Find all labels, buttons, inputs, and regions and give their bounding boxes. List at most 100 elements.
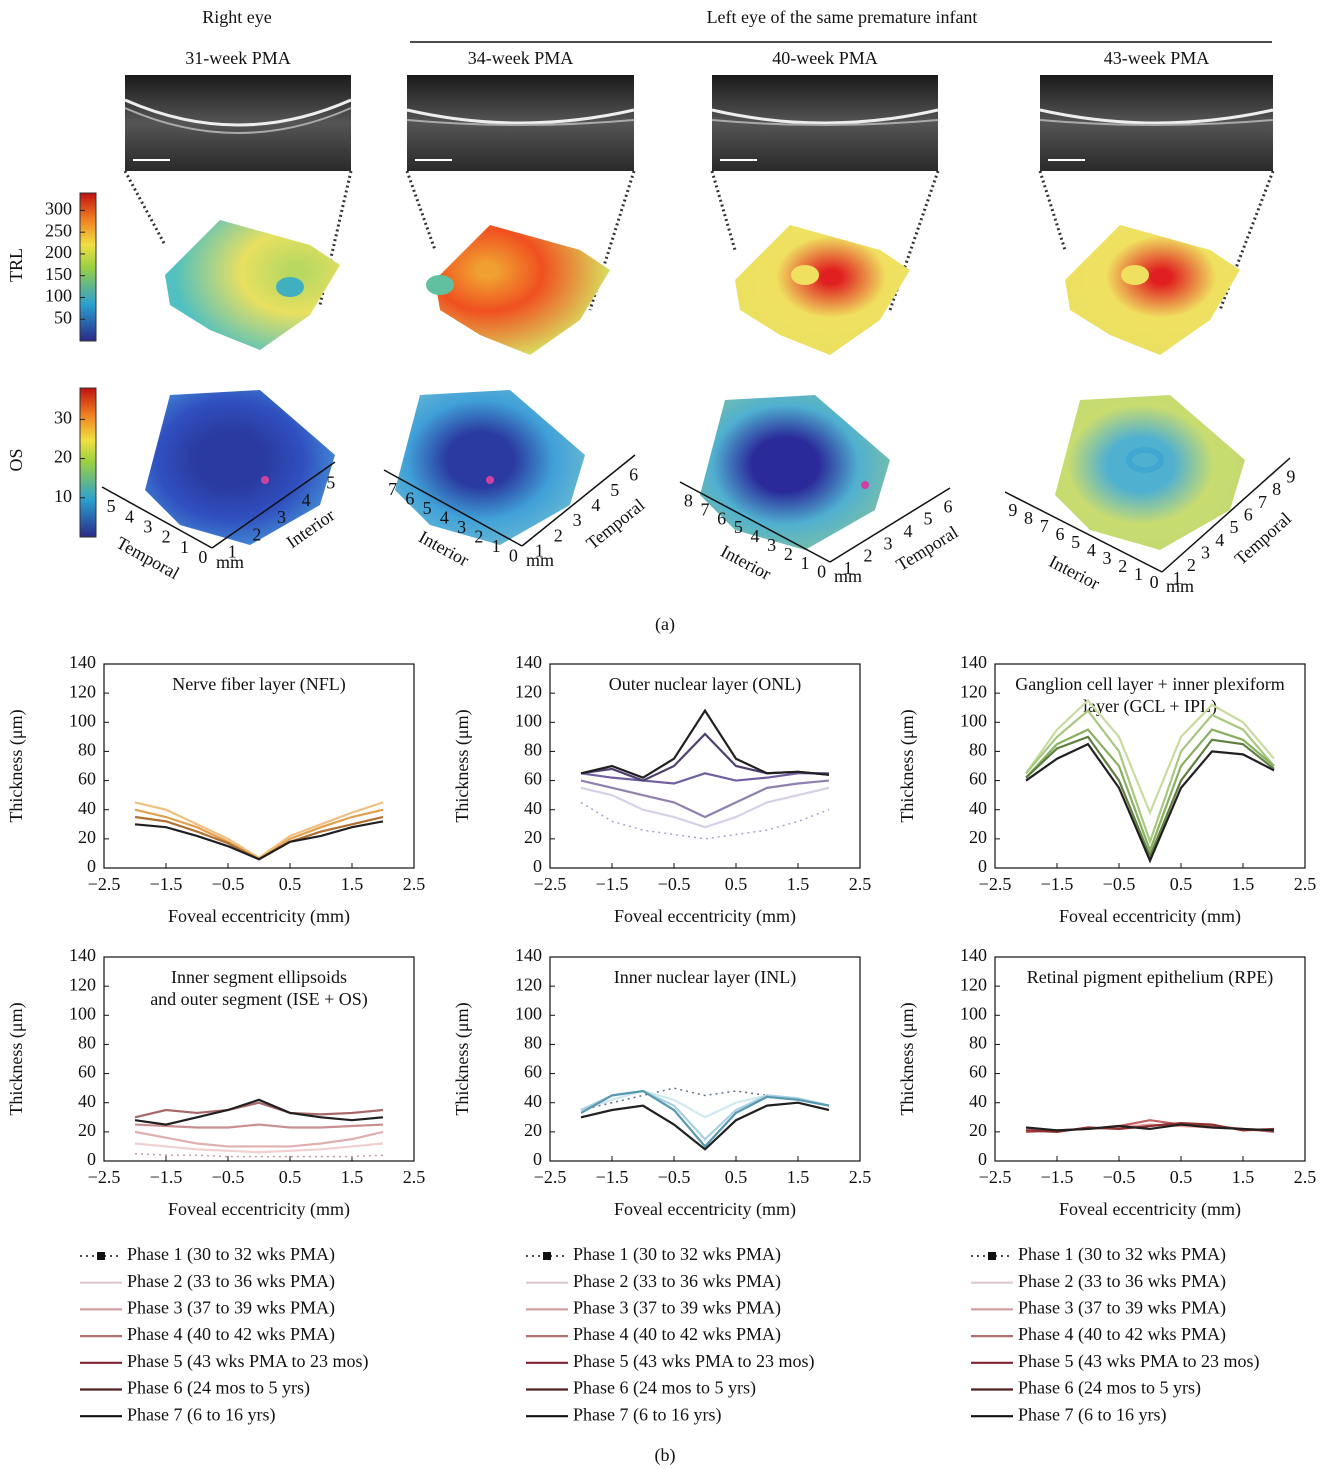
series-line	[1025, 1123, 1275, 1132]
axis-tick-label: 1	[844, 558, 853, 578]
x-tick-label: −1.5	[1041, 874, 1074, 894]
oct-image	[125, 75, 351, 171]
os-map	[395, 390, 585, 545]
y-tick-label: 80	[524, 1033, 542, 1053]
x-tick-label: −2.5	[534, 1167, 567, 1187]
chart-title: and outer segment (ISE + OS)	[150, 989, 368, 1010]
y-axis-title: Thickness (μm)	[452, 709, 473, 822]
y-axis-title: Thickness (μm)	[897, 709, 918, 822]
x-tick-label: 2.5	[849, 1167, 872, 1187]
x-tick-label: −2.5	[534, 874, 567, 894]
y-tick-label: 40	[524, 1091, 542, 1111]
axis-tick-label: 6	[629, 465, 638, 485]
y-tick-label: 40	[78, 798, 96, 818]
x-tick-label: 1.5	[341, 1167, 364, 1187]
y-tick-label: 40	[969, 1091, 987, 1111]
thickness-map	[435, 225, 610, 355]
x-tick-label: −1.5	[150, 874, 183, 894]
axis-tick-label: 4	[125, 506, 134, 526]
axis-tick-label: 2	[864, 546, 873, 566]
axis-tick-label: 2	[1118, 556, 1127, 576]
chart-title: Retinal pigment epithelium (RPE)	[1027, 967, 1273, 988]
colorbar-tick-label: 100	[45, 286, 72, 306]
x-tick-label: −2.5	[979, 874, 1012, 894]
fovea	[791, 265, 819, 285]
series-line	[1025, 698, 1275, 816]
y-tick-label: 120	[960, 974, 987, 994]
axis-tick-label: 2	[252, 524, 261, 544]
series-line	[134, 1142, 384, 1154]
axis-tick-label: 4	[1215, 530, 1224, 550]
colorbar-tick-label: 250	[45, 220, 72, 240]
legend-label: Phase 4 (40 to 42 wks PMA)	[127, 1324, 335, 1345]
axis-line	[1161, 457, 1291, 573]
legend-label: Phase 3 (37 to 39 wks PMA)	[573, 1298, 781, 1319]
x-axis-title: Foveal eccentricity (mm)	[1059, 906, 1241, 927]
y-tick-label: 140	[515, 652, 542, 672]
x-tick-label: 1.5	[787, 1167, 810, 1187]
os-map	[145, 390, 335, 545]
series-line	[1025, 742, 1275, 864]
colorbar-tick-label: 300	[45, 199, 72, 219]
axis-tick-label: 2	[474, 526, 483, 546]
axis-tick-label: 6	[1244, 504, 1253, 524]
x-axis-title: Foveal eccentricity (mm)	[168, 906, 350, 927]
colorbar	[79, 192, 97, 342]
y-tick-label: 80	[969, 740, 987, 760]
y-tick-label: 60	[969, 769, 987, 789]
series-line	[580, 1101, 830, 1151]
y-tick-label: 20	[78, 827, 96, 847]
series-line	[580, 1089, 830, 1149]
axis-tick-label: 0	[817, 562, 826, 582]
x-tick-label: −0.5	[1103, 1167, 1136, 1187]
y-axis-title: Thickness (μm)	[452, 1002, 473, 1115]
series-line	[580, 779, 830, 819]
legend-label: Phase 2 (33 to 36 wks PMA)	[573, 1271, 781, 1292]
y-tick-label: 120	[515, 681, 542, 701]
fovea	[261, 476, 269, 484]
x-tick-label: −1.5	[1041, 1167, 1074, 1187]
y-tick-label: 100	[960, 710, 987, 730]
fovea	[426, 275, 454, 295]
chart-title: Ganglion cell layer + inner plexiform	[1015, 674, 1285, 694]
panel-label: (a)	[655, 614, 675, 635]
scan-title: 40-week PMA	[772, 48, 878, 68]
x-tick-label: 0.5	[1170, 874, 1193, 894]
fovea	[1121, 265, 1149, 285]
axis-tick-label: 9	[1008, 500, 1017, 520]
scan-title: 43-week PMA	[1104, 48, 1210, 68]
plot-frame	[103, 663, 415, 869]
x-tick-label: 0.5	[1170, 1167, 1193, 1187]
axis-tick-label: 5	[924, 509, 933, 529]
series-line	[1025, 728, 1275, 854]
x-tick-label: −2.5	[88, 1167, 121, 1187]
plot-frame	[549, 956, 861, 1162]
y-tick-label: 0	[87, 1149, 96, 1169]
axis-tick-label: 0	[509, 545, 518, 565]
y-tick-label: 20	[969, 1120, 987, 1140]
legend-label: Phase 2 (33 to 36 wks PMA)	[1018, 1271, 1226, 1292]
oct-layer	[406, 119, 635, 126]
x-tick-label: 0.5	[279, 1167, 302, 1187]
colorbar-tick-label: 50	[54, 307, 72, 327]
axis-tick-label: 3	[1201, 542, 1210, 562]
colorbar	[79, 387, 97, 538]
legend-label: Phase 3 (37 to 39 wks PMA)	[1018, 1298, 1226, 1319]
x-tick-label: −1.5	[596, 874, 629, 894]
axis-tick-label: 4	[591, 495, 600, 515]
axis-line	[679, 481, 831, 563]
y-tick-label: 140	[69, 652, 96, 672]
y-tick-label: 20	[524, 1120, 542, 1140]
axis-unit: mm	[526, 550, 554, 570]
oct-layer	[1039, 119, 1274, 126]
legend-label: Phase 6 (24 mos to 5 yrs)	[1018, 1378, 1201, 1399]
axis-line	[383, 469, 523, 547]
scan-title: 34-week PMA	[468, 48, 574, 68]
axis-tick-label: 5	[610, 480, 619, 500]
series-line	[1025, 709, 1275, 846]
x-tick-label: −1.5	[596, 1167, 629, 1187]
colorbar-tick-label: 20	[54, 447, 72, 467]
connector	[123, 170, 167, 246]
series-line	[134, 1123, 384, 1129]
fovea	[861, 481, 869, 489]
